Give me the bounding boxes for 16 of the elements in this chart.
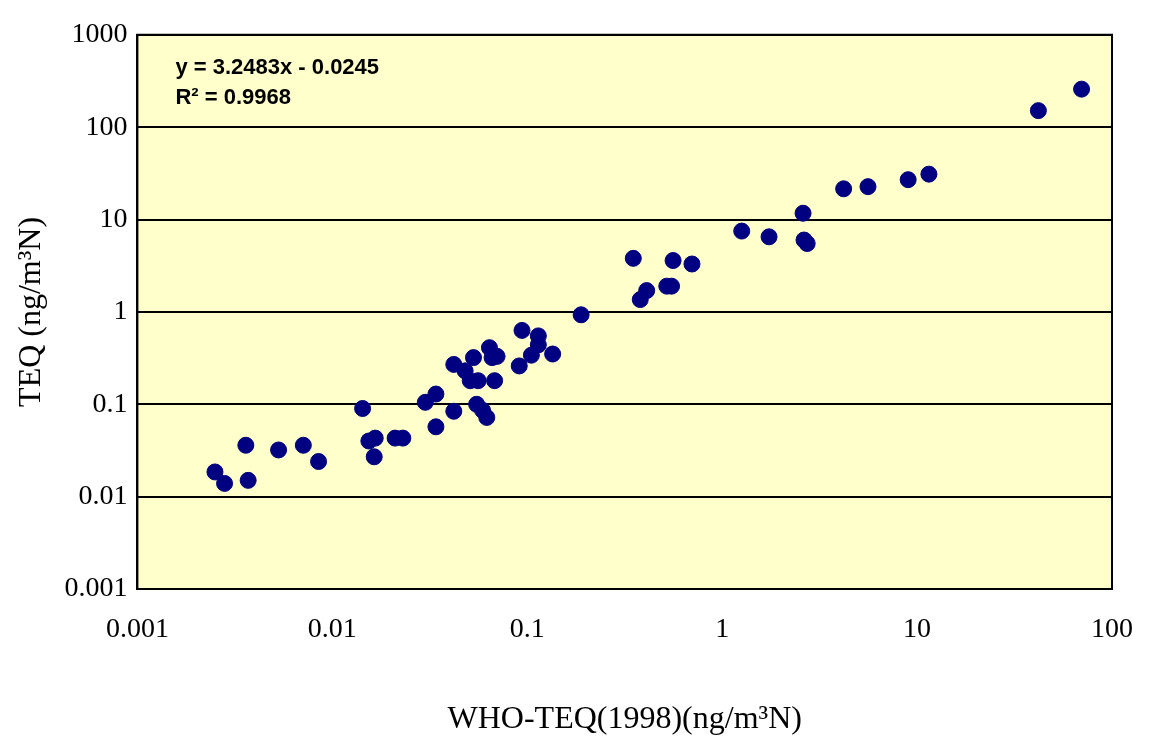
y-tick-label: 0.001 <box>64 571 128 603</box>
y-tick-label: 0.1 <box>92 386 128 418</box>
x-tick-label: 0.01 <box>307 612 357 644</box>
annotation: R² = 0.9968 <box>175 83 291 109</box>
y-tick-label: 1000 <box>71 17 128 49</box>
y-tick-label: 10 <box>99 201 128 233</box>
y-tick-label: 100 <box>85 109 128 141</box>
y-tick-label: 0.01 <box>78 478 128 510</box>
annotation: y = 3.2483x - 0.0245 <box>175 53 380 79</box>
x-tick-label: 1 <box>715 612 730 644</box>
x-tick-label: 10 <box>903 612 932 644</box>
y-axis-title: TEQ (ng/m³N) <box>10 216 47 407</box>
x-tick-label: 0.1 <box>509 612 545 644</box>
y-tick-label: 1 <box>113 294 128 326</box>
x-tick-label: 100 <box>1091 612 1133 644</box>
x-axis-title: WHO-TEQ(1998)(ng/m³N) <box>447 699 802 736</box>
